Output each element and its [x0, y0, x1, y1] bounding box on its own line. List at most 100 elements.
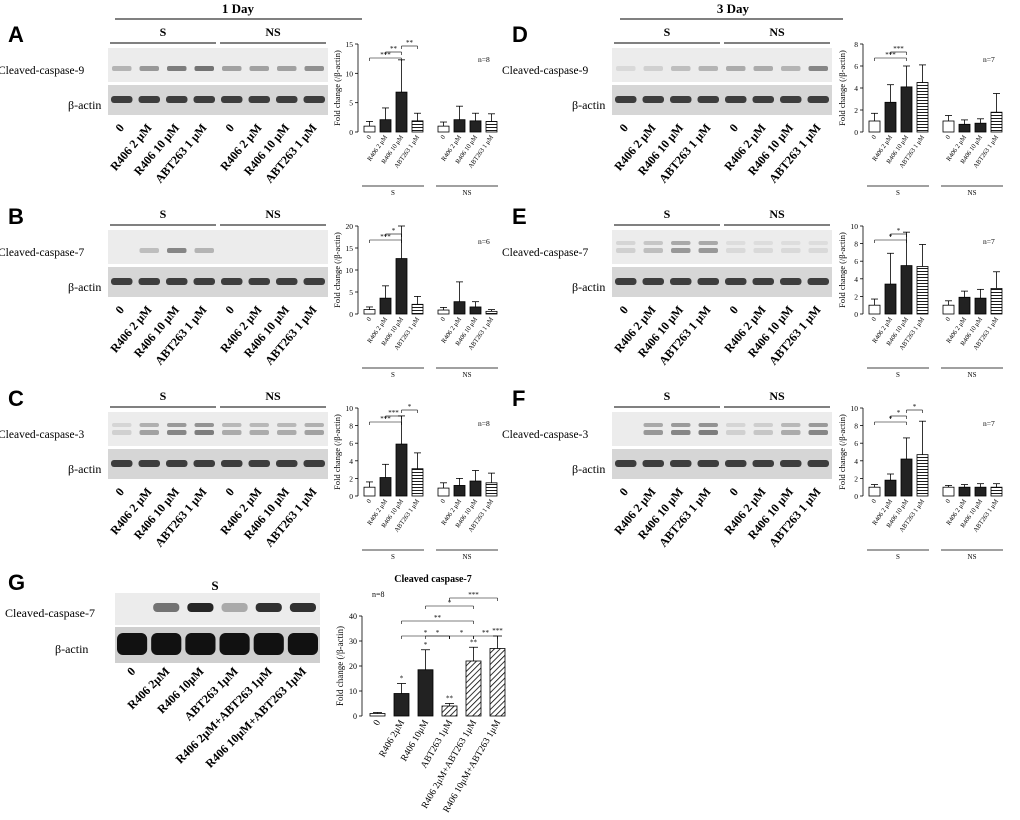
blot-band — [725, 278, 747, 285]
blot-band — [808, 423, 828, 427]
blot-band — [753, 430, 773, 435]
blot-band — [112, 430, 132, 435]
n-label: n=8 — [372, 590, 385, 599]
x-tick-label: 0 — [440, 134, 448, 141]
y-tick-label: 2 — [854, 292, 858, 301]
blot-target-label: Cleaved-caspase-3 — [0, 429, 84, 441]
y-tick-label: 10 — [851, 404, 859, 413]
blot-band — [642, 278, 664, 285]
bar — [469, 306, 482, 315]
group-label-s: S — [160, 207, 167, 221]
blot-band — [643, 241, 663, 245]
x-tick-label: 0 — [372, 718, 383, 727]
blot-target-strip — [612, 230, 832, 264]
blot-band — [248, 96, 270, 103]
bar — [958, 296, 971, 315]
bar — [363, 125, 376, 133]
blot-band — [111, 278, 133, 285]
lane-label: 0 — [726, 485, 741, 499]
blot-band — [117, 633, 148, 655]
bar — [958, 123, 971, 133]
lane-label: 0 — [124, 664, 138, 678]
blot-band — [276, 460, 298, 467]
y-tick-label: 0 — [349, 492, 353, 501]
blot-band — [725, 460, 747, 467]
y-tick-label: 6 — [854, 257, 858, 266]
n-label: n=8 — [478, 419, 490, 428]
x-tick-label: 0 — [945, 498, 953, 505]
y-tick-label: 20 — [346, 222, 354, 231]
blot-target-label: Cleaved-caspase-7 — [502, 247, 588, 259]
bar — [395, 91, 408, 133]
blot-band — [671, 423, 691, 427]
y-tick-label: 15 — [346, 244, 354, 253]
blot-band — [781, 248, 801, 253]
group-label: NS — [463, 371, 472, 379]
sig-star: * — [424, 629, 428, 637]
blot-band — [643, 248, 663, 253]
blot-band — [780, 278, 802, 285]
blot-band — [138, 96, 160, 103]
x-tick-label: 0 — [871, 316, 879, 323]
blot-band — [780, 96, 802, 103]
header-3day: 3 Day — [717, 1, 750, 16]
blot-band — [167, 423, 187, 427]
blot-band — [615, 460, 637, 467]
group-label: S — [896, 189, 900, 197]
bar-star: *** — [492, 627, 503, 635]
blot-band — [808, 241, 828, 245]
blot-band — [697, 278, 719, 285]
sig-star: * — [913, 403, 917, 411]
group-label: NS — [968, 371, 977, 379]
panel-letter: A — [8, 22, 24, 47]
group-label-s: S — [211, 578, 218, 593]
bar — [990, 288, 1003, 315]
blot-band — [616, 66, 636, 71]
header-1day: 1 Day — [222, 1, 255, 16]
bar — [900, 86, 913, 133]
bar — [884, 101, 897, 133]
blot-band — [670, 278, 692, 285]
bar — [379, 297, 392, 315]
blot-band — [303, 460, 325, 467]
bar — [916, 454, 929, 497]
blot-band — [151, 633, 182, 655]
blot-band — [698, 248, 718, 253]
group-label: NS — [463, 553, 472, 561]
y-tick-label: 15 — [346, 40, 354, 49]
x-tick-label: 0 — [945, 134, 953, 141]
y-tick-label: 8 — [854, 422, 858, 431]
group-label-s: S — [160, 389, 167, 403]
blot-band — [725, 96, 747, 103]
bar-star: ** — [446, 695, 454, 703]
sig-star: ** — [434, 614, 442, 622]
blot-actin-strip — [115, 627, 320, 663]
y-tick-label: 8 — [349, 422, 353, 431]
blot-target-label: Cleaved-caspase-3 — [502, 429, 588, 441]
blot-band — [194, 430, 214, 435]
blot-band — [781, 66, 801, 71]
y-tick-label: 8 — [854, 40, 858, 49]
bar — [489, 648, 506, 717]
blot-band — [193, 278, 215, 285]
group-label: S — [391, 553, 395, 561]
blot-target-strip — [612, 48, 832, 82]
y-tick-label: 6 — [854, 439, 858, 448]
blot-actin-label: β-actin — [55, 642, 88, 656]
y-axis-label: Fold change (/β-actin) — [332, 232, 342, 308]
bar-star: ** — [470, 638, 478, 646]
blot-band — [248, 460, 270, 467]
x-tick-label: 0 — [871, 134, 879, 141]
y-tick-label: 2 — [349, 474, 353, 483]
blot-band — [249, 423, 269, 427]
blot-target-strip — [108, 48, 328, 82]
sig-star: *** — [388, 409, 399, 417]
group-label: S — [391, 371, 395, 379]
blot-band — [780, 460, 802, 467]
blot-band — [726, 66, 746, 71]
blot-target-strip — [115, 593, 320, 625]
